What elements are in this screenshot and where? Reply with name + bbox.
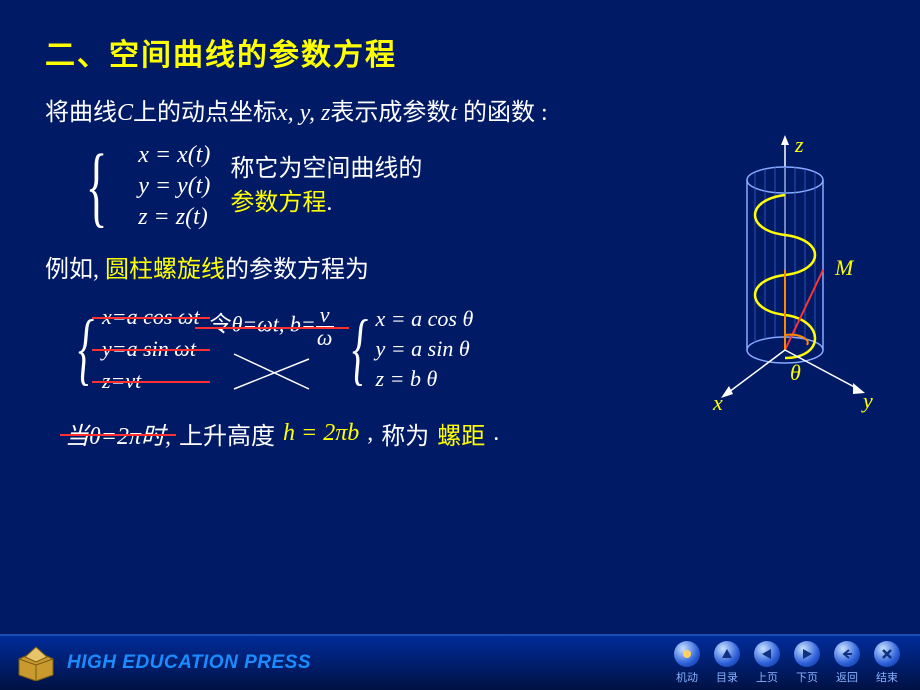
- eq-x: x = x(t): [138, 142, 210, 169]
- desc-dot: .: [326, 190, 332, 216]
- axis-z-label: z: [794, 132, 804, 157]
- nav-button-下页[interactable]: 下页: [794, 641, 820, 685]
- pitch-h: h = 2πb: [283, 420, 359, 447]
- intro-mid1: 上的动点坐标: [133, 100, 277, 126]
- helix-orig-x: x=a cos ωt: [102, 304, 200, 330]
- helix-theta-z: z = b θ: [376, 366, 474, 392]
- left-brace-icon: {: [86, 147, 108, 227]
- intro-t: t: [450, 100, 457, 126]
- substitution: 令θ=ωt, b=vω: [210, 304, 334, 394]
- intro-mid2: 表示成参数: [330, 100, 450, 126]
- intro-vars: x, y, z: [277, 100, 330, 126]
- triangle-left-icon: [754, 641, 780, 667]
- theta-label: θ: [790, 360, 801, 385]
- nav-button-上页[interactable]: 上页: [754, 641, 780, 685]
- nav-button-结束[interactable]: 结束: [874, 641, 900, 685]
- helix-orig-y: y=a sin ωt: [102, 336, 200, 362]
- subst-let: 令: [210, 312, 232, 337]
- subst-th: θ=ωt, b=: [232, 312, 316, 337]
- pitch-when: 当θ=2π时,: [65, 416, 171, 451]
- desc-l2: 参数方程: [230, 190, 326, 216]
- pitch-name: 螺距: [437, 416, 485, 451]
- helix-theta-y: y = a sin θ: [376, 336, 474, 362]
- slide-content: 二、空间曲线的参数方程 将曲线C上的动点坐标x, y, z表示成参数t 的函数 …: [0, 0, 920, 640]
- nav-label: 机动: [676, 669, 698, 685]
- intro-line: 将曲线C上的动点坐标x, y, z表示成参数t 的函数 :: [45, 92, 875, 127]
- subst-num: v: [316, 304, 334, 327]
- nav-button-机动[interactable]: 机动: [674, 641, 700, 685]
- desc-l1: 称它为空间曲线的: [230, 156, 422, 182]
- footer-nav: 机动 目录 上页 下页 返回 结束: [674, 641, 900, 685]
- x-icon: [874, 641, 900, 667]
- ex-post: 的参数方程为: [225, 257, 369, 283]
- triangle-up-icon: [714, 641, 740, 667]
- footer: HIGH EDUCATION PRESS 机动 目录 上页 下页 返回 结束: [0, 634, 920, 690]
- intro-C: C: [117, 100, 133, 126]
- helix-orig: { x=a cos ωt y=a sin ωt z=vt: [70, 304, 200, 394]
- helix-orig-z: z=vt: [102, 368, 200, 394]
- brand: HIGH EDUCATION PRESS: [15, 645, 311, 681]
- helix-theta: { x = a cos θ y = a sin θ z = b θ: [344, 306, 474, 392]
- subst-den: ω: [317, 327, 333, 349]
- axis-y-label: y: [861, 388, 873, 413]
- nav-button-返回[interactable]: 返回: [834, 641, 860, 685]
- pitch-called: 称为: [381, 416, 429, 451]
- nav-label: 上页: [756, 669, 778, 685]
- section-title: 二、空间曲线的参数方程: [45, 30, 875, 74]
- pitch-rise: 上升高度: [179, 416, 275, 451]
- pitch-line: 当θ=2π时, 上升高度 h = 2πb, 称为螺距 .: [65, 416, 875, 451]
- nav-label: 目录: [716, 669, 738, 685]
- subst-text: 令θ=ωt, b=vω: [210, 304, 334, 349]
- nav-label: 返回: [836, 669, 858, 685]
- param-equations: x = x(t) y = y(t) z = z(t): [138, 142, 210, 231]
- nav-label: 下页: [796, 669, 818, 685]
- axis-x-label: x: [712, 390, 723, 415]
- brand-text: HIGH EDUCATION PRESS: [67, 652, 311, 674]
- nav-label: 结束: [876, 669, 898, 685]
- ex-name: 圆柱螺旋线: [105, 257, 225, 283]
- pitch-comma: ,: [367, 420, 373, 447]
- eq-z: z = z(t): [138, 204, 210, 231]
- param-desc: 称它为空间曲线的 参数方程.: [230, 153, 422, 220]
- arrow-lines-icon: [229, 349, 314, 394]
- eq-y: y = y(t): [138, 173, 210, 200]
- circle-icon: [674, 641, 700, 667]
- arrow-back-icon: [834, 641, 860, 667]
- brand-box-icon: [15, 645, 57, 681]
- nav-button-目录[interactable]: 目录: [714, 641, 740, 685]
- intro-pre: 将曲线: [45, 100, 117, 126]
- point-M-label: M: [834, 255, 855, 280]
- helix-diagram: z M θ x: [685, 140, 880, 420]
- triangle-right-icon: [794, 641, 820, 667]
- ex-pre: 例如,: [45, 257, 105, 283]
- helix-theta-x: x = a cos θ: [376, 306, 474, 332]
- pitch-dot2: .: [493, 420, 499, 447]
- left-brace-icon-3: {: [352, 312, 368, 387]
- intro-mid3: 的函数 :: [457, 100, 548, 126]
